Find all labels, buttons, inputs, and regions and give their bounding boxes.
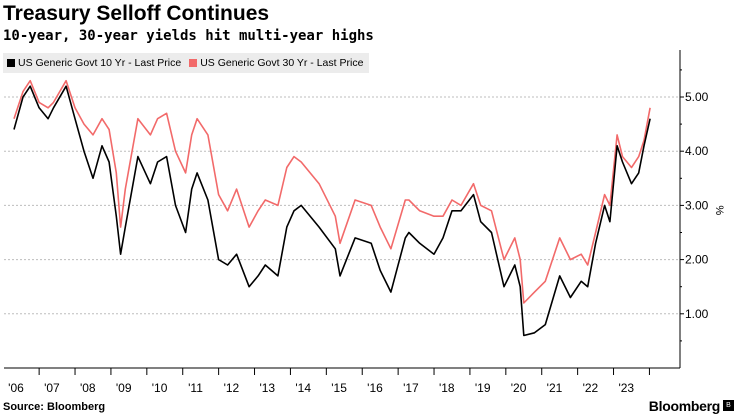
y-tick-label: 5.00 [685, 90, 709, 104]
series-line-30yr [13, 79, 651, 304]
legend-label-10yr: US Generic Govt 10 Yr - Last Price [18, 57, 182, 69]
x-tick-label: '12 [224, 381, 240, 395]
x-tick-label: '07 [44, 381, 60, 395]
legend-swatch-10yr [7, 59, 15, 67]
x-tick-label: '20 [511, 381, 527, 395]
series-lines [13, 79, 651, 337]
x-tick-label: '13 [259, 381, 275, 395]
y-axis-label: % [713, 205, 725, 215]
y-tick-label: 1.00 [685, 307, 709, 321]
y-tick-label: 4.00 [685, 144, 709, 158]
gridlines [4, 96, 680, 315]
legend-label-30yr: US Generic Govt 30 Yr - Last Price [200, 57, 364, 69]
legend-item-10yr: US Generic Govt 10 Yr - Last Price [7, 57, 181, 69]
x-tick-label: '16 [367, 381, 383, 395]
axes: 1.00 2.00 3.00 4.00 5.00% '06 '07 '08 '09 '10 '11 '… [4, 50, 725, 395]
x-tick-label: '23 [618, 381, 634, 395]
x-tick-label: '15 [331, 381, 347, 395]
y-tick-label: 2.00 [685, 253, 709, 267]
x-tick-label: '06 [8, 381, 24, 395]
bloomberg-logo-icon: B [723, 400, 734, 411]
x-tick-label: '21 [547, 381, 563, 395]
legend: US Generic Govt 10 Yr - Last Price US Ge… [3, 53, 370, 73]
x-tick-label: '17 [403, 381, 419, 395]
source-note: Source: Bloomberg [3, 401, 106, 413]
x-tick-label: '19 [475, 381, 491, 395]
x-tick-label: '14 [295, 381, 311, 395]
y-tick-label: 3.00 [685, 198, 709, 212]
x-tick-label: '10 [152, 381, 168, 395]
legend-item-30yr: US Generic Govt 30 Yr - Last Price [189, 57, 363, 69]
x-tick-label: '09 [116, 381, 132, 395]
series-line-10yr [13, 85, 651, 337]
chart-title: Treasury Selloff Continues [3, 2, 270, 25]
x-tick-label: '22 [583, 381, 599, 395]
x-tick-label: '18 [439, 381, 455, 395]
brand-wordmark: Bloomberg [648, 398, 721, 414]
x-tick-label: '08 [80, 381, 96, 395]
chart-subtitle: 10-year, 30-year yields hit multi-year h… [3, 28, 374, 44]
legend-swatch-30yr [189, 59, 198, 67]
x-tick-label: '11 [188, 381, 203, 395]
